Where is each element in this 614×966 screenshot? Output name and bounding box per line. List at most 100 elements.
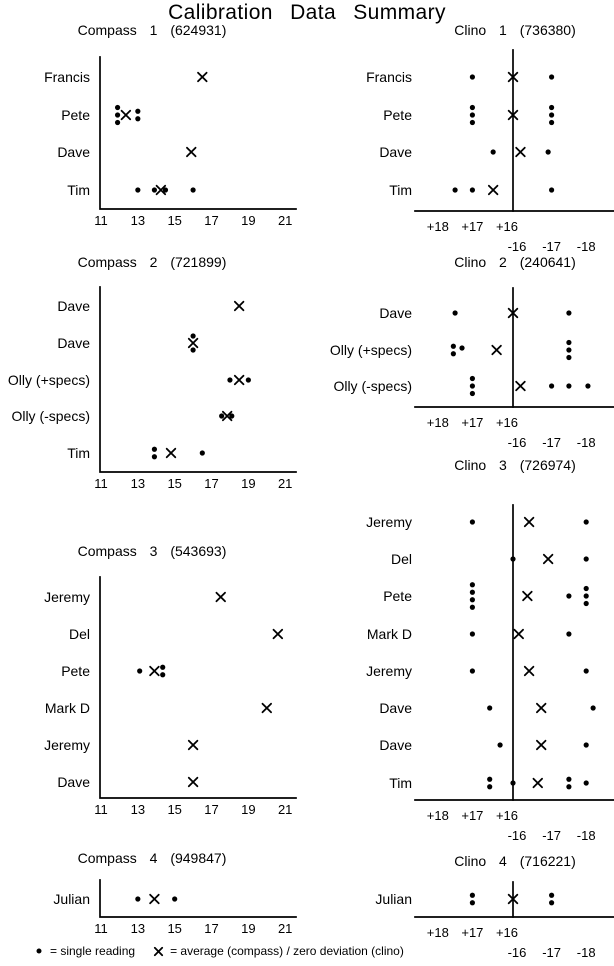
reading-dot: [160, 672, 166, 678]
row-label: Jeremy: [44, 589, 90, 605]
plus-tick-label: +16: [496, 415, 518, 430]
reading-dot: [490, 149, 496, 155]
reading-dot: [135, 896, 141, 902]
x-tick-label: 11: [94, 476, 108, 491]
average-marker: [221, 410, 233, 422]
row-label: Pete: [61, 107, 90, 123]
row-label: Julian: [375, 891, 412, 907]
minus-tick-label: -16: [508, 239, 527, 254]
x-tick-label: 13: [131, 921, 145, 936]
reading-dot: [549, 892, 555, 898]
reading-dot: [137, 668, 143, 674]
average-marker: [165, 447, 177, 459]
average-marker: [187, 739, 199, 751]
average-marker: [261, 702, 272, 714]
plus-tick-label: +17: [461, 415, 483, 430]
reading-dot: [172, 896, 178, 902]
reading-dot: [190, 347, 196, 353]
x-tick-label: 15: [167, 802, 181, 817]
reading-dot: [549, 74, 555, 80]
axis-lines: [99, 576, 297, 799]
reading-dot: [487, 776, 493, 782]
legend-average-label: = average (compass) / zero deviation (cl…: [170, 944, 404, 958]
plus-tick-label: +18: [427, 925, 449, 940]
average-marker: [272, 628, 284, 640]
minus-tick-label: -18: [577, 945, 596, 960]
average-marker: [513, 628, 524, 640]
reading-dot: [450, 343, 456, 349]
average-marker: [233, 300, 245, 312]
row-label: Del: [391, 551, 412, 567]
plus-tick-label: +18: [427, 808, 449, 823]
row-label: Jeremy: [366, 663, 412, 679]
reading-dot: [549, 119, 555, 126]
minus-tick-label: -17: [542, 239, 561, 254]
reading-dot: [199, 450, 205, 456]
x-tick-label: 17: [204, 921, 218, 936]
plus-tick-label: +17: [461, 219, 483, 234]
reading-dot: [545, 149, 551, 155]
plus-tick-label: +18: [427, 219, 449, 234]
minus-tick-label: -17: [542, 828, 561, 843]
row-label: Olly (-specs): [333, 378, 412, 394]
row-label: Mark D: [367, 626, 412, 642]
reading-dot: [452, 310, 458, 316]
reading-dot: [469, 892, 475, 898]
row-label: Tim: [389, 775, 412, 791]
reading-dot: [469, 668, 475, 674]
row-label: Julian: [53, 891, 90, 907]
row-label: Dave: [57, 335, 90, 351]
average-marker: [522, 590, 533, 602]
chart-title: Clino 4 (716221): [454, 853, 576, 869]
reading-dot: [469, 104, 475, 111]
average-marker: [515, 380, 526, 392]
average-marker: [197, 71, 208, 83]
reading-dot: [135, 187, 141, 193]
average-marker: [149, 665, 160, 677]
row-label: Dave: [57, 144, 90, 160]
row-label: Olly (+specs): [8, 372, 90, 388]
average-marker: [536, 702, 547, 714]
reading-dot: [459, 345, 465, 351]
clino-4-chart: Clino 4 (716221) +18 +17 +16 -16 -17 -18 Julian: [375, 853, 614, 960]
reading-dot: [114, 104, 121, 111]
row-label: Dave: [57, 774, 90, 790]
clino-3-chart: Clino 3 (726974) +18 +17 +16 -16 -17 -18 Jeremy…: [366, 457, 614, 843]
reading-dot: [151, 187, 158, 193]
row-label: Jeremy: [366, 514, 412, 530]
axis-lines: [99, 56, 297, 210]
x-tick-label: 13: [131, 213, 145, 228]
average-marker: [507, 307, 519, 319]
reading-dot: [151, 454, 158, 460]
reading-dot: [469, 589, 475, 595]
row-label: Dave: [379, 737, 412, 753]
reading-dot: [469, 604, 475, 610]
row-label: Francis: [366, 69, 412, 85]
reading-dot: [583, 593, 589, 599]
x-tick-label: 15: [167, 213, 181, 228]
x-tick-label: 11: [94, 213, 108, 228]
reading-dot: [114, 119, 121, 126]
reading-dot: [469, 900, 475, 906]
chart-title: Clino 2 (240641): [454, 254, 576, 270]
chart-title: Clino 3 (726974): [454, 457, 576, 473]
reading-dot: [566, 354, 572, 361]
row-label: Pete: [383, 107, 412, 123]
average-marker: [507, 109, 519, 121]
reading-dot: [469, 187, 475, 193]
reading-dot: [469, 375, 475, 382]
minus-tick-label: -18: [577, 239, 596, 254]
row-label: Dave: [379, 700, 412, 716]
row-label: Dave: [57, 298, 90, 314]
reading-dot: [566, 593, 572, 599]
average-marker: [523, 665, 535, 677]
row-label: Tim: [67, 182, 90, 198]
compass-3-chart: Compass 3 (543693) 11 13 15 17 19 21 Jeremy Del P…: [44, 543, 297, 817]
row-label: Dave: [379, 305, 412, 321]
reading-dot: [487, 784, 493, 790]
x-tick-label: 13: [131, 476, 145, 491]
reading-dot: [566, 339, 572, 346]
average-marker: [120, 109, 132, 121]
axis-lines: [99, 286, 297, 473]
minus-tick-label: -18: [577, 828, 596, 843]
